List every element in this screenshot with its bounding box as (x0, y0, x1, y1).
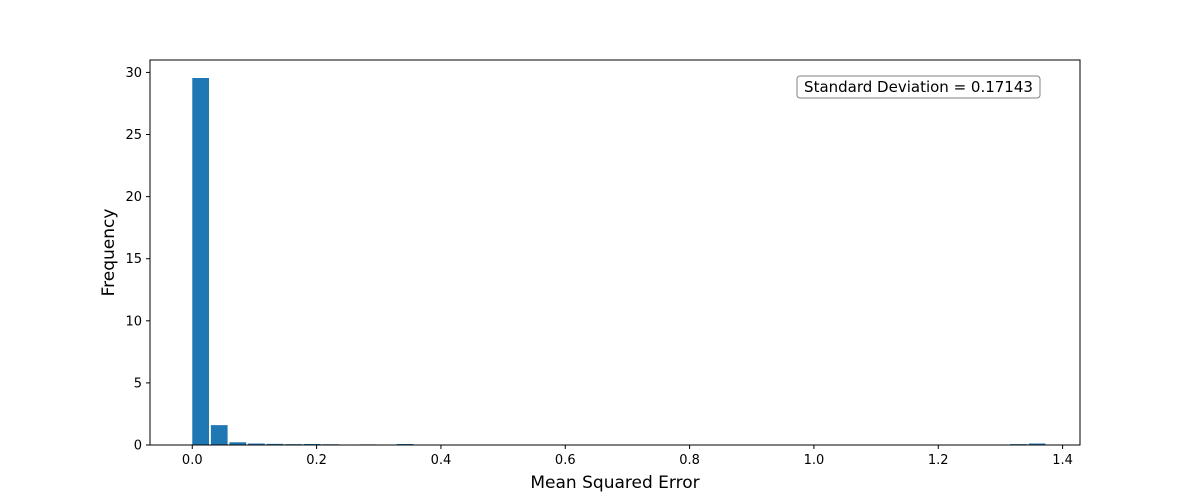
histogram-bar (192, 78, 209, 445)
x-tick-label: 1.2 (928, 453, 949, 468)
std-annotation-text: Standard Deviation = 0.17143 (804, 78, 1033, 96)
y-axis-label: Frequency (99, 209, 119, 297)
y-tick-label: 0 (134, 439, 142, 454)
x-tick-label: 0.2 (306, 453, 327, 468)
x-tick-label: 1.0 (804, 453, 825, 468)
histogram-bar (248, 443, 265, 445)
y-tick-label: 20 (125, 190, 142, 205)
std-annotation-box (796, 75, 1041, 99)
x-tick-label: 0.6 (555, 453, 576, 468)
y-tick-label: 25 (125, 128, 142, 143)
histogram-bar (1028, 443, 1046, 445)
y-axis: 0 5 10 15 20 25 30 (125, 66, 150, 454)
x-axis: 0.0 0.2 0.4 0.6 0.8 1.0 1.2 1.4 (182, 445, 1073, 468)
histogram-bar (210, 425, 228, 445)
y-tick-label: 30 (125, 66, 142, 81)
y-tick-label: 15 (125, 252, 142, 267)
y-tick-label: 5 (134, 376, 142, 391)
std-annotation: Standard Deviation = 0.17143 (796, 75, 1041, 99)
histogram-bar (229, 442, 247, 445)
x-tick-label: 0.0 (182, 453, 203, 468)
histogram-bar (266, 443, 284, 445)
y-tick-label: 10 (125, 314, 142, 329)
x-tick-label: 1.4 (1052, 453, 1073, 468)
x-axis-label: Mean Squared Error (530, 473, 699, 493)
x-tick-label: 0.8 (679, 453, 700, 468)
plot-area-frame (149, 59, 1081, 446)
x-tick-label: 0.4 (431, 453, 452, 468)
